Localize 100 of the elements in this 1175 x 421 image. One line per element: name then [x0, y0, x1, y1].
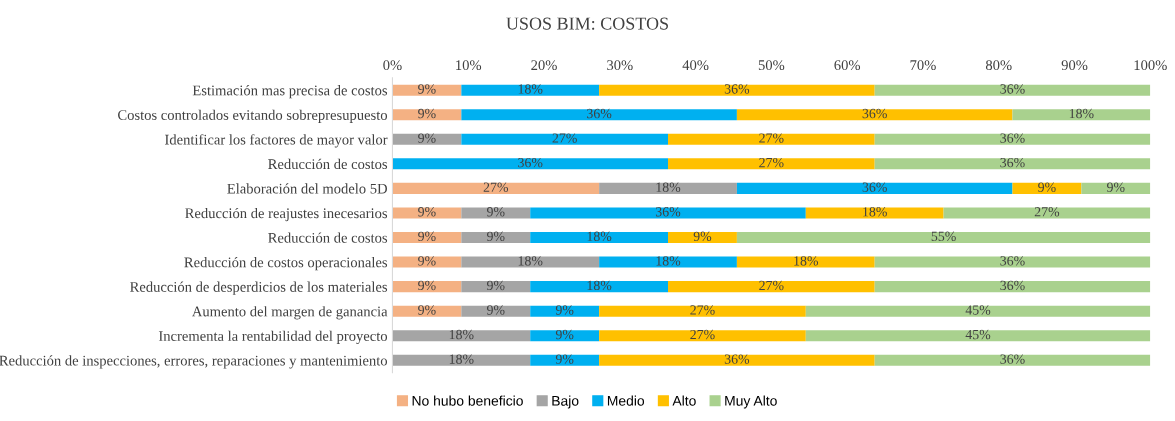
bar	[599, 305, 806, 317]
data-label: 18%	[518, 84, 543, 94]
bar	[668, 158, 875, 170]
data-label: 36%	[1000, 84, 1025, 94]
bar	[392, 281, 462, 293]
bar	[668, 133, 875, 145]
data-label: 18%	[656, 182, 681, 192]
data-label: 36%	[862, 108, 887, 119]
bar	[736, 256, 875, 268]
data-label: 9%	[418, 84, 436, 94]
bar	[874, 133, 1151, 145]
data-label: 9%	[418, 305, 436, 315]
bar	[874, 158, 1151, 170]
data-label: 9%	[555, 305, 574, 315]
bar	[530, 354, 600, 366]
chart-title: USOS BIM: COSTOS	[506, 17, 668, 30]
bar	[805, 330, 1151, 342]
data-label: 18%	[656, 256, 681, 266]
bar	[392, 133, 462, 145]
bar	[736, 109, 1013, 121]
data-label: 18%	[1069, 108, 1094, 119]
bar	[392, 109, 462, 121]
data-label: 9%	[555, 329, 574, 340]
x-tick-label: 30%	[607, 60, 633, 71]
bar	[1012, 182, 1082, 194]
data-label: 9%	[1038, 182, 1056, 192]
data-label: 18%	[587, 280, 612, 291]
x-tick-label: 100%	[1134, 60, 1167, 71]
bar	[461, 231, 531, 244]
data-label: 36%	[724, 84, 750, 94]
bar	[736, 231, 1151, 244]
data-label: 18%	[863, 207, 887, 217]
data-label: 9%	[486, 305, 505, 315]
legend-label: Medio	[607, 395, 645, 406]
data-label: 36%	[655, 207, 681, 217]
data-label: 36%	[1000, 133, 1025, 143]
bar	[461, 84, 600, 96]
x-tick-label: 80%	[985, 60, 1012, 71]
bar	[874, 354, 1151, 366]
data-label: 9%	[418, 280, 436, 291]
y-tick-label: Reducción de inspecciones, errores, reparaciones y mantenimiento	[0, 355, 388, 369]
bar	[599, 354, 875, 366]
bar	[530, 330, 600, 342]
bar	[461, 109, 737, 121]
data-label: 27%	[690, 329, 715, 340]
data-label: 36%	[518, 157, 543, 168]
y-tick-label: Reducción de desperdicios de los materiales	[130, 281, 388, 295]
legend-label: Bajo	[552, 395, 579, 409]
data-label: 36%	[587, 108, 612, 119]
data-label: 27%	[690, 305, 715, 315]
legend-label: Muy Alto	[725, 395, 777, 409]
data-label: 45%	[965, 329, 991, 340]
bar	[599, 330, 806, 342]
bar	[392, 305, 462, 317]
x-tick-label: 70%	[910, 60, 936, 71]
bar	[461, 256, 600, 268]
bar	[461, 305, 531, 317]
data-label: 9%	[418, 231, 436, 242]
data-label: 18%	[587, 231, 612, 242]
bar	[392, 256, 462, 268]
bar	[599, 256, 737, 268]
bar	[392, 207, 462, 219]
x-tick-label: 40%	[682, 60, 709, 71]
x-tick-label: 90%	[1061, 60, 1088, 71]
bar	[392, 231, 462, 244]
data-label: 36%	[1000, 157, 1025, 168]
data-label: 18%	[449, 354, 474, 364]
bar	[530, 207, 806, 219]
bar	[805, 305, 1151, 317]
data-label: 9%	[418, 207, 436, 217]
data-label: 27%	[1034, 207, 1060, 217]
data-label: 55%	[931, 231, 956, 242]
x-tick-label: 0%	[383, 60, 402, 71]
bar	[599, 182, 737, 194]
x-tick-label: 60%	[834, 60, 861, 71]
bar	[668, 231, 737, 244]
y-tick-label: Reducción de costos	[268, 232, 388, 243]
y-tick-label: Elaboración del modelo 5D	[227, 183, 387, 194]
bar	[392, 354, 531, 366]
data-label: 18%	[449, 329, 474, 340]
bar	[736, 182, 1013, 194]
legend-label: No hubo beneficio	[412, 395, 523, 406]
y-tick-label: Reducción de costos	[268, 158, 388, 170]
bar	[1012, 109, 1151, 121]
x-tick-label: 20%	[531, 60, 557, 71]
bar	[461, 133, 669, 145]
data-label: 27%	[552, 133, 577, 143]
bar	[392, 84, 462, 96]
y-tick-label: Incrementa la rentabilidad del proyecto	[158, 330, 388, 344]
data-label: 9%	[693, 231, 712, 242]
legend-label: Alto	[672, 395, 696, 406]
x-tick-label: 50%	[758, 60, 785, 71]
bar	[874, 84, 1151, 96]
data-label: 45%	[965, 305, 991, 315]
x-tick-label: 10%	[456, 60, 482, 71]
y-tick-label: Costos controlados evitando sobrepresupuesto	[118, 109, 388, 123]
data-label: 36%	[1000, 256, 1025, 266]
data-label: 36%	[1000, 354, 1025, 364]
data-label: 27%	[759, 280, 784, 291]
bar	[599, 84, 875, 96]
